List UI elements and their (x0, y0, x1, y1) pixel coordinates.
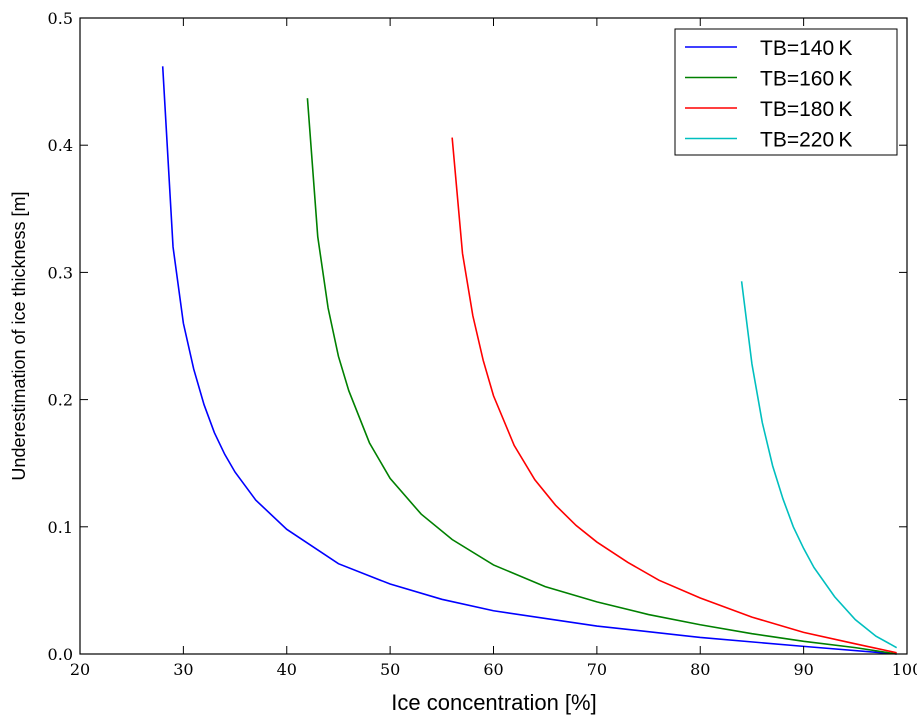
series-line-1 (161, 66, 897, 655)
axis-ticks: 20 30 40 50 60 70 80 90 100 0.0 0.1 0.2 0.3 0.4 0.5 (48, 9, 917, 679)
legend-label-4: TB=220 K (760, 129, 852, 152)
series-line-3 (451, 137, 897, 654)
x-tick-label: 50 (380, 660, 400, 679)
series-line-2 (306, 98, 897, 655)
legend-label-2: TB=160 K (760, 68, 852, 91)
legend-box (674, 28, 898, 156)
y-tick-label: 0.0 (48, 645, 73, 664)
x-tick-label: 90 (793, 660, 813, 679)
y-tick-label: 0.5 (48, 9, 73, 28)
y-tick-label: 0.4 (48, 136, 73, 155)
legend: TB=140 K TB=160 K TB=180 K TB=220 K (674, 28, 898, 156)
x-tick-label: 80 (690, 660, 710, 679)
x-tick-label: 70 (587, 660, 607, 679)
x-tick-label: 100 (892, 660, 917, 679)
x-tick-label: 20 (70, 660, 90, 679)
legend-label-3: TB=180 K (760, 98, 852, 121)
y-tick-label: 0.2 (48, 391, 73, 410)
y-tick-label: 0.3 (48, 263, 73, 282)
x-tick-label: 60 (483, 660, 503, 679)
legend-label-1: TB=140 K (760, 37, 852, 60)
x-tick-label: 40 (277, 660, 297, 679)
series-line-4 (740, 281, 898, 649)
x-tick-label: 30 (173, 660, 193, 679)
x-axis-label: Ice concentration [%] (391, 690, 596, 715)
y-axis-label: Underestimation of ice thickness [m] (9, 191, 29, 480)
plot-area (161, 66, 898, 655)
y-tick-label: 0.1 (48, 518, 73, 537)
